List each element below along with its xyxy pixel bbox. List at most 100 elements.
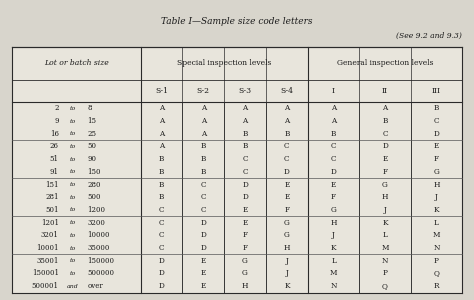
Text: A: A xyxy=(201,130,206,138)
Text: to: to xyxy=(70,258,76,263)
Text: to: to xyxy=(70,169,76,174)
Text: C: C xyxy=(382,130,388,138)
Text: J: J xyxy=(285,257,288,265)
Text: 26: 26 xyxy=(50,142,59,150)
Text: A: A xyxy=(159,117,164,125)
Text: D: D xyxy=(158,269,164,278)
Text: H: H xyxy=(242,282,248,290)
Text: E: E xyxy=(331,181,336,188)
Text: A: A xyxy=(331,104,336,112)
Text: C: C xyxy=(434,117,439,125)
Text: J: J xyxy=(383,206,386,214)
Text: 15: 15 xyxy=(87,117,96,125)
Text: E: E xyxy=(284,181,290,188)
Text: 16: 16 xyxy=(50,130,59,138)
Text: G: G xyxy=(330,206,337,214)
Text: A: A xyxy=(242,104,248,112)
Text: C: C xyxy=(331,155,336,163)
Text: F: F xyxy=(383,168,387,176)
Text: D: D xyxy=(242,193,248,201)
Text: D: D xyxy=(158,282,164,290)
Text: A: A xyxy=(159,142,164,150)
Text: C: C xyxy=(242,155,248,163)
Text: 151: 151 xyxy=(45,181,59,188)
Text: to: to xyxy=(70,245,76,250)
Text: to: to xyxy=(70,208,76,212)
Text: D: D xyxy=(331,168,337,176)
Text: (See 9.2 and 9.3): (See 9.2 and 9.3) xyxy=(396,32,462,40)
Text: D: D xyxy=(201,244,206,252)
Text: B: B xyxy=(201,142,206,150)
Text: II: II xyxy=(382,87,388,95)
Text: A: A xyxy=(284,104,290,112)
Text: E: E xyxy=(242,206,248,214)
Text: E: E xyxy=(242,219,248,227)
Text: A: A xyxy=(331,117,336,125)
Text: N: N xyxy=(433,244,439,252)
Text: to: to xyxy=(70,271,76,276)
Text: C: C xyxy=(159,231,164,239)
Text: P: P xyxy=(383,269,387,278)
Text: 3200: 3200 xyxy=(87,219,105,227)
Text: L: L xyxy=(331,257,336,265)
Text: E: E xyxy=(201,282,206,290)
Text: C: C xyxy=(242,168,248,176)
Text: G: G xyxy=(242,269,248,278)
Text: A: A xyxy=(284,117,290,125)
Text: B: B xyxy=(201,168,206,176)
Text: H: H xyxy=(382,193,388,201)
Text: D: D xyxy=(201,231,206,239)
Text: C: C xyxy=(201,181,206,188)
Text: A: A xyxy=(159,104,164,112)
Text: 150: 150 xyxy=(87,168,101,176)
Text: 51: 51 xyxy=(50,155,59,163)
Text: C: C xyxy=(201,206,206,214)
Text: III: III xyxy=(432,87,441,95)
Text: F: F xyxy=(331,193,336,201)
Text: I: I xyxy=(332,87,335,95)
Text: 25: 25 xyxy=(87,130,96,138)
Text: J: J xyxy=(332,231,335,239)
Text: to: to xyxy=(70,157,76,162)
Text: G: G xyxy=(284,231,290,239)
Text: H: H xyxy=(330,219,337,227)
Text: D: D xyxy=(284,168,290,176)
Text: Q: Q xyxy=(434,269,439,278)
Text: L: L xyxy=(434,219,439,227)
Text: 1200: 1200 xyxy=(87,206,105,214)
Text: C: C xyxy=(201,193,206,201)
Text: to: to xyxy=(70,144,76,149)
Text: 500001: 500001 xyxy=(32,282,59,290)
Text: A: A xyxy=(383,104,388,112)
Text: 91: 91 xyxy=(50,168,59,176)
Text: B: B xyxy=(284,130,290,138)
Text: to: to xyxy=(70,182,76,187)
Text: 280: 280 xyxy=(87,181,101,188)
Text: to: to xyxy=(70,233,76,238)
Text: C: C xyxy=(284,142,290,150)
Text: M: M xyxy=(330,269,337,278)
Text: R: R xyxy=(434,282,439,290)
Text: 500: 500 xyxy=(87,193,101,201)
Text: P: P xyxy=(434,257,439,265)
Text: B: B xyxy=(201,155,206,163)
Text: D: D xyxy=(382,142,388,150)
Text: Special inspection levels: Special inspection levels xyxy=(177,59,271,67)
Text: S-1: S-1 xyxy=(155,87,168,95)
Text: C: C xyxy=(284,155,290,163)
Text: F: F xyxy=(284,206,289,214)
Text: G: G xyxy=(284,219,290,227)
Text: H: H xyxy=(283,244,290,252)
Text: K: K xyxy=(284,282,290,290)
Text: D: D xyxy=(242,181,248,188)
Text: A: A xyxy=(159,130,164,138)
Text: C: C xyxy=(159,219,164,227)
Text: S-4: S-4 xyxy=(280,87,293,95)
Text: to: to xyxy=(70,131,76,136)
Text: D: D xyxy=(434,130,439,138)
Text: 10001: 10001 xyxy=(36,244,59,252)
Text: L: L xyxy=(383,231,387,239)
Text: A: A xyxy=(201,104,206,112)
Text: B: B xyxy=(159,181,164,188)
Text: to: to xyxy=(70,106,76,111)
